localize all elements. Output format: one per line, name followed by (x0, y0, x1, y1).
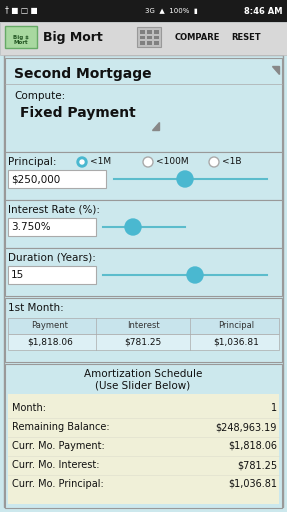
Text: COMPARE: COMPARE (175, 33, 220, 42)
Text: Month:: Month: (12, 403, 46, 413)
Text: Principal:: Principal: (8, 157, 57, 167)
Text: 15: 15 (11, 270, 24, 280)
Bar (5, 58, 282, 152)
Text: † ■ □ ■: † ■ □ ■ (5, 7, 38, 15)
Text: $781.25: $781.25 (237, 460, 277, 470)
Text: 1: 1 (271, 403, 277, 413)
Bar (137, 27, 161, 47)
Text: <100M: <100M (156, 158, 189, 166)
Bar (147, 30, 152, 33)
Bar (140, 30, 144, 33)
Circle shape (209, 157, 219, 167)
Text: Interest: Interest (127, 322, 159, 331)
Bar (5, 248, 282, 296)
Circle shape (125, 219, 141, 235)
Text: 1st Month:: 1st Month: (8, 303, 64, 313)
Text: Curr. Mo. Principal:: Curr. Mo. Principal: (12, 479, 104, 489)
Text: Big $: Big $ (13, 34, 29, 39)
Bar (154, 30, 158, 33)
Bar (8, 318, 279, 334)
Text: Fixed Payment: Fixed Payment (20, 106, 136, 120)
Bar (8, 218, 96, 236)
Bar (8, 170, 106, 188)
Text: Principal: Principal (218, 322, 254, 331)
Text: Curr. Mo. Payment:: Curr. Mo. Payment: (12, 441, 105, 451)
Text: Interest Rate (%):: Interest Rate (%): (8, 205, 100, 215)
Circle shape (77, 157, 87, 167)
Text: $1,818.06: $1,818.06 (228, 441, 277, 451)
Text: Remaining Balance:: Remaining Balance: (12, 422, 110, 432)
Bar (5, 200, 282, 248)
Text: $250,000: $250,000 (11, 174, 60, 184)
Bar (8, 334, 279, 350)
Bar (8, 266, 96, 284)
Circle shape (177, 171, 193, 187)
Text: 8:46 AM: 8:46 AM (243, 7, 282, 15)
Text: Compute:: Compute: (14, 91, 65, 101)
Text: $248,963.19: $248,963.19 (216, 422, 277, 432)
Bar (4, 55, 283, 507)
Circle shape (187, 267, 203, 283)
Text: Amortization Schedule: Amortization Schedule (84, 369, 202, 379)
Text: 3.750%: 3.750% (11, 222, 51, 232)
Bar (147, 41, 152, 45)
Text: <1B: <1B (222, 158, 241, 166)
Text: $1,036.81: $1,036.81 (228, 479, 277, 489)
Text: RESET: RESET (231, 33, 261, 42)
Text: $1,818.06: $1,818.06 (27, 337, 73, 347)
Text: Payment: Payment (32, 322, 68, 331)
Bar (5, 26, 37, 48)
Text: Curr. Mo. Interest:: Curr. Mo. Interest: (12, 460, 100, 470)
Bar (5, 364, 282, 508)
Bar (140, 41, 144, 45)
Bar (5, 298, 282, 362)
Circle shape (80, 160, 84, 164)
Bar (5, 152, 282, 200)
Bar (140, 35, 144, 39)
Text: Big Mort: Big Mort (43, 32, 103, 45)
Bar (0, 0, 287, 22)
Bar (8, 394, 279, 504)
Text: <1M: <1M (90, 158, 111, 166)
Text: Duration (Years):: Duration (Years): (8, 253, 96, 263)
Text: $781.25: $781.25 (124, 337, 162, 347)
Circle shape (143, 157, 153, 167)
Bar (147, 35, 152, 39)
Bar (154, 35, 158, 39)
Bar (0, 22, 287, 55)
Bar (154, 41, 158, 45)
Text: (Use Slider Below): (Use Slider Below) (95, 381, 191, 391)
Text: 3G  ▲  100%  ▮: 3G ▲ 100% ▮ (145, 8, 198, 14)
Text: Mort: Mort (14, 40, 28, 46)
Text: $1,036.81: $1,036.81 (213, 337, 259, 347)
Polygon shape (152, 122, 159, 130)
Polygon shape (272, 66, 279, 74)
Text: Second Mortgage: Second Mortgage (14, 67, 152, 81)
